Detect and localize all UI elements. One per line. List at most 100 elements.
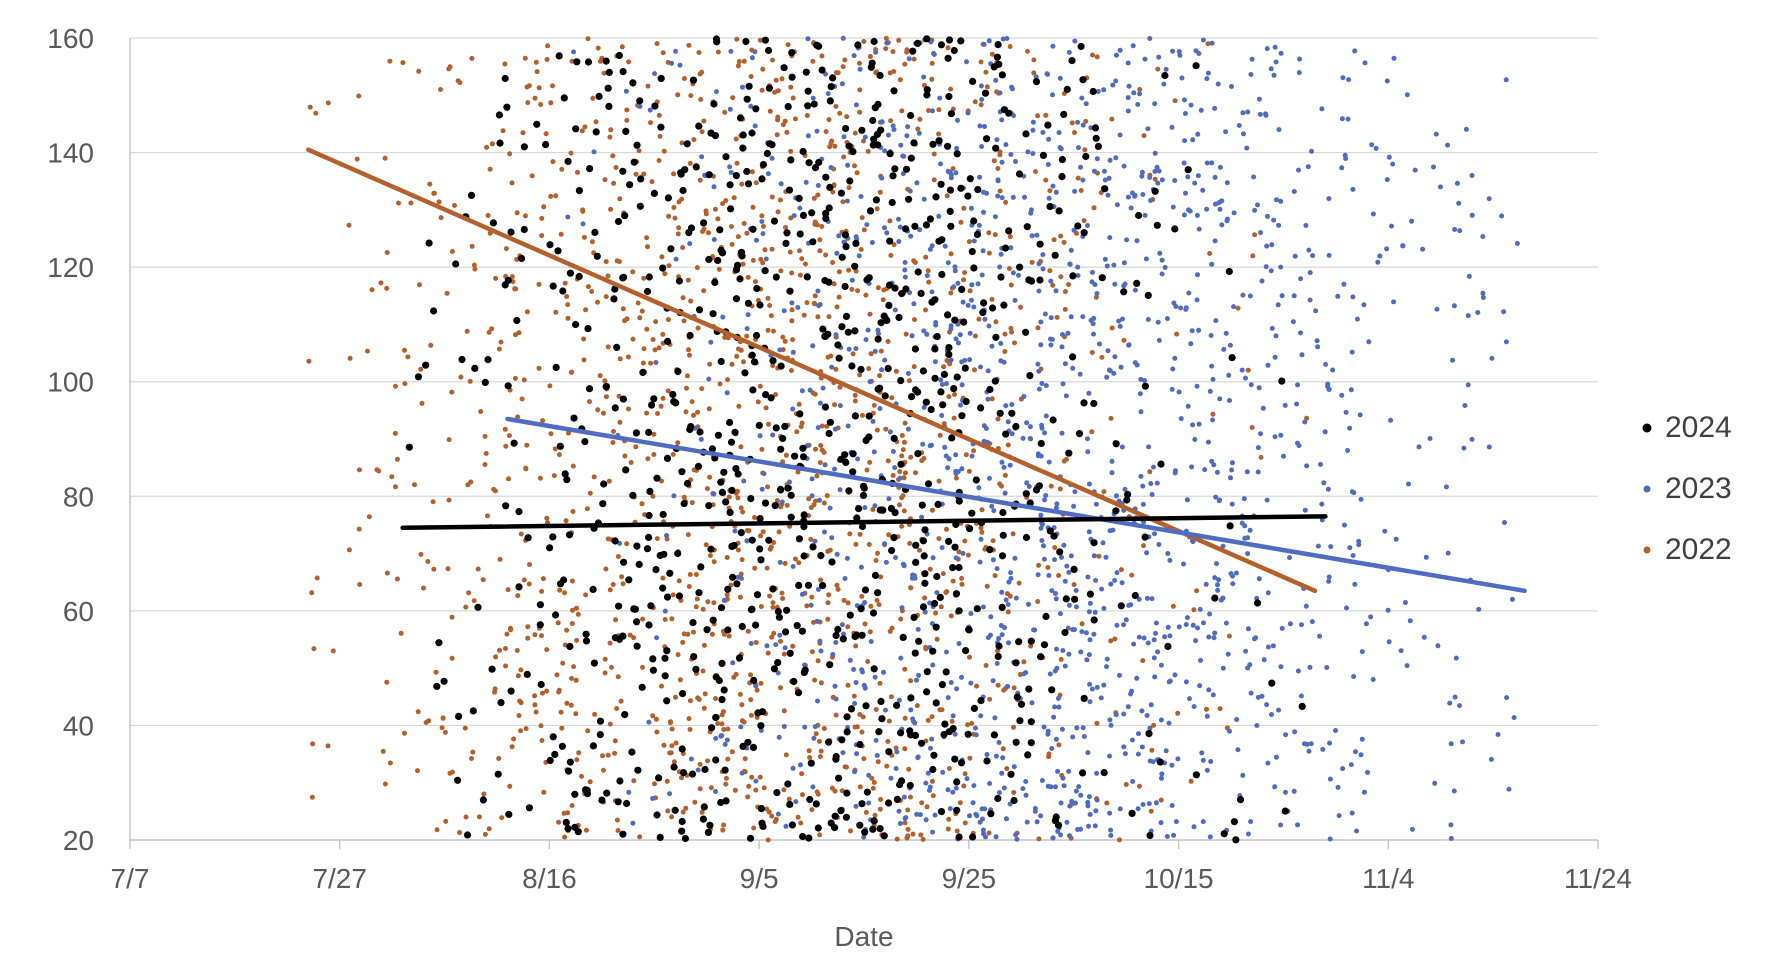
data-point — [997, 264, 1003, 270]
data-point — [843, 789, 851, 797]
data-point — [759, 446, 765, 452]
data-point — [565, 214, 571, 220]
trendline-2023 — [505, 416, 1527, 594]
data-point — [679, 196, 685, 202]
data-point — [905, 807, 911, 813]
data-point — [920, 441, 926, 447]
data-point — [763, 405, 769, 411]
data-point — [449, 249, 455, 254]
data-point — [1143, 256, 1149, 262]
data-point — [612, 738, 618, 744]
data-point — [1058, 274, 1064, 280]
data-point — [1323, 361, 1329, 367]
data-point — [775, 670, 781, 676]
data-point — [1173, 304, 1179, 309]
data-point — [931, 177, 937, 183]
data-point — [1098, 695, 1104, 701]
data-point — [600, 480, 608, 488]
data-point — [1157, 250, 1163, 256]
data-point — [1034, 232, 1040, 238]
data-point — [1350, 553, 1356, 558]
data-point — [1170, 48, 1176, 54]
data-point — [736, 114, 745, 122]
data-point — [947, 806, 953, 812]
data-point — [620, 306, 626, 312]
data-point — [1339, 392, 1345, 398]
data-point — [1024, 480, 1030, 486]
data-point — [886, 150, 894, 158]
data-point — [1170, 366, 1176, 372]
data-point — [565, 315, 571, 321]
data-point — [1359, 649, 1365, 655]
data-point — [614, 817, 620, 823]
data-point — [814, 618, 820, 624]
data-point — [717, 478, 725, 486]
data-point — [356, 467, 362, 473]
data-point — [917, 227, 923, 233]
data-point — [1136, 596, 1142, 602]
data-point — [769, 194, 775, 200]
data-point — [740, 84, 745, 90]
data-point — [948, 323, 954, 329]
data-point — [888, 118, 894, 124]
data-point — [777, 197, 783, 203]
data-point — [875, 550, 880, 556]
data-point — [1030, 151, 1036, 156]
data-point — [1012, 297, 1018, 303]
data-point — [852, 392, 858, 398]
data-point — [795, 305, 801, 310]
data-point — [630, 820, 636, 826]
data-point — [1084, 657, 1090, 663]
data-point — [1166, 720, 1172, 726]
data-point — [1208, 759, 1214, 764]
data-point — [835, 70, 841, 76]
data-point — [716, 226, 724, 234]
data-point — [1181, 97, 1187, 103]
data-point — [1219, 222, 1225, 228]
data-point — [1114, 52, 1119, 58]
data-point — [789, 270, 795, 276]
data-point — [540, 576, 546, 582]
data-point — [772, 89, 778, 95]
data-point — [1230, 581, 1236, 587]
data-point — [501, 281, 509, 289]
data-point — [945, 344, 953, 352]
data-point — [472, 266, 478, 272]
data-point — [1346, 77, 1352, 83]
data-point — [574, 605, 579, 611]
data-point — [953, 471, 959, 477]
data-point — [1062, 361, 1068, 367]
data-point — [829, 364, 835, 370]
data-point — [504, 631, 510, 637]
data-point — [818, 680, 824, 686]
data-point — [659, 584, 667, 592]
data-point — [729, 361, 735, 367]
data-point — [325, 100, 331, 106]
data-point — [1066, 282, 1071, 287]
data-point — [717, 604, 726, 612]
data-point — [755, 421, 763, 429]
data-point — [920, 836, 926, 842]
data-point — [1108, 638, 1114, 644]
data-point — [1023, 792, 1029, 798]
data-point — [1087, 699, 1093, 705]
data-point — [948, 251, 954, 257]
data-point — [853, 514, 861, 522]
data-point — [566, 430, 571, 436]
data-point — [931, 51, 937, 56]
data-point — [741, 719, 747, 725]
data-point — [793, 799, 799, 805]
data-point — [1101, 87, 1107, 93]
data-point — [1013, 595, 1019, 601]
data-point — [1194, 272, 1200, 278]
data-point — [745, 274, 751, 280]
data-point — [1198, 107, 1204, 113]
data-point — [611, 429, 616, 434]
data-point — [1307, 270, 1313, 276]
data-point — [1345, 448, 1351, 453]
data-point — [549, 533, 557, 541]
data-point — [1213, 494, 1219, 500]
data-point — [496, 346, 502, 352]
data-point — [1245, 665, 1251, 671]
data-point — [809, 238, 817, 246]
